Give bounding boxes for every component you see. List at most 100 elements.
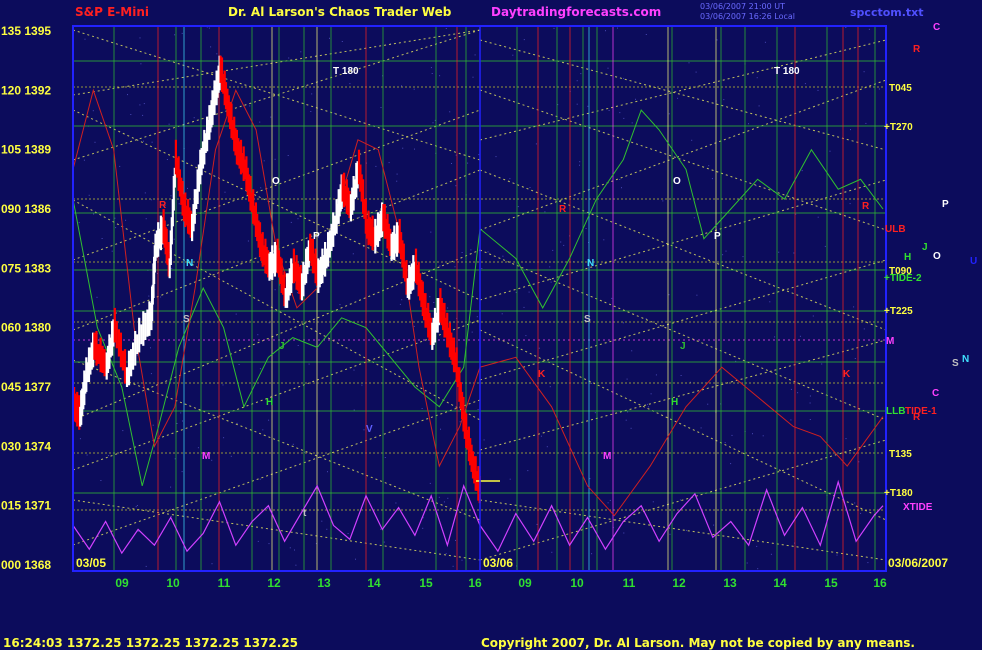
star-dot	[399, 303, 401, 305]
star-dot	[344, 208, 346, 210]
star-dot	[625, 419, 627, 421]
star-dot	[693, 217, 695, 219]
star-dot	[380, 107, 382, 108]
star-dot	[621, 187, 622, 189]
star-dot	[817, 89, 819, 91]
star-dot	[865, 122, 867, 124]
footer-quote: 16:24:03 1372.25 1372.25 1372.25 1372.25	[3, 636, 299, 650]
price-bar	[300, 273, 304, 301]
price-bar	[454, 352, 457, 373]
price-bar	[436, 298, 439, 333]
star-dot	[790, 388, 792, 390]
star-dot	[83, 159, 85, 161]
y-tick-label: 120 1392	[1, 83, 51, 97]
diagonal-line	[72, 29, 481, 161]
star-dot	[413, 325, 415, 327]
cycle-label: P	[714, 231, 721, 242]
star-dot	[645, 318, 647, 320]
price-bar	[99, 337, 102, 373]
star-dot	[259, 121, 261, 123]
diagonal-line	[479, 499, 887, 561]
star-dot	[605, 30, 606, 32]
price-bar	[112, 319, 115, 347]
star-dot	[695, 71, 697, 73]
price-bar	[242, 146, 245, 181]
star-dot	[724, 442, 726, 444]
price-bar	[431, 322, 434, 350]
star-dot	[829, 150, 831, 152]
price-bar	[420, 279, 423, 308]
star-dot	[108, 455, 110, 457]
website-link[interactable]: Daytradingforecasts.com	[491, 5, 662, 19]
price-bar	[284, 288, 287, 308]
price-bar	[197, 164, 200, 192]
star-dot	[326, 528, 328, 530]
cycle-label: M	[202, 451, 210, 462]
star-dot	[527, 470, 529, 472]
star-dot	[454, 266, 456, 268]
price-bar	[402, 243, 405, 279]
cycle-label: M	[603, 451, 611, 462]
price-bar	[401, 240, 404, 268]
star-dot	[549, 386, 551, 388]
star-dot	[445, 28, 447, 29]
star-dot	[380, 528, 382, 530]
star-dot	[333, 112, 335, 114]
star-dot	[287, 155, 289, 156]
price-bar	[425, 307, 428, 328]
price-bar	[444, 317, 447, 338]
star-dot	[140, 63, 142, 65]
diagonal-line	[479, 439, 887, 561]
star-dot	[321, 520, 323, 522]
star-dot	[474, 54, 476, 56]
price-bar	[256, 213, 259, 242]
star-dot	[470, 249, 472, 251]
price-bar	[386, 213, 389, 249]
price-bar	[127, 350, 131, 386]
price-bar	[269, 251, 272, 280]
star-dot	[623, 117, 625, 119]
star-dot	[430, 67, 432, 69]
star-dot	[150, 373, 152, 375]
price-bar	[260, 233, 263, 261]
star-dot	[353, 409, 355, 411]
cycle-label: S	[584, 314, 591, 325]
star-dot	[451, 163, 452, 164]
price-bar	[451, 337, 454, 365]
price-bar	[125, 367, 129, 387]
star-dot	[793, 252, 795, 254]
star-dot	[627, 411, 629, 413]
star-dot	[752, 433, 753, 435]
star-dot	[679, 499, 681, 501]
star-dot	[854, 502, 856, 504]
cycle-label: N	[186, 258, 193, 269]
star-dot	[150, 199, 152, 201]
star-dot	[477, 409, 479, 410]
star-dot	[136, 505, 138, 506]
star-dot	[591, 553, 593, 555]
star-dot	[93, 213, 95, 215]
star-dot	[774, 336, 776, 338]
price-bar	[158, 228, 161, 249]
star-dot	[135, 506, 137, 508]
star-dot	[713, 524, 715, 526]
cycle-labels: T 180 T 180 O O P P N N S S M M H H V R R J J R K Kt	[159, 66, 870, 519]
star-dot	[178, 203, 180, 205]
star-dot	[268, 419, 270, 421]
star-dot	[809, 395, 811, 397]
star-dot	[626, 378, 628, 380]
star-dot	[127, 94, 128, 96]
price-bar	[371, 215, 374, 251]
star-dot	[443, 501, 445, 503]
star-dot	[603, 239, 605, 241]
star-dot	[224, 191, 226, 193]
x-tick-label: 14	[367, 576, 381, 590]
star-dot	[557, 104, 559, 106]
star-dot	[92, 110, 94, 112]
star-dot	[79, 438, 81, 440]
diagonal-line	[72, 499, 481, 561]
star-dot	[517, 206, 519, 208]
star-dot	[483, 439, 485, 441]
price-bar	[224, 82, 228, 110]
price-bar	[466, 429, 469, 450]
